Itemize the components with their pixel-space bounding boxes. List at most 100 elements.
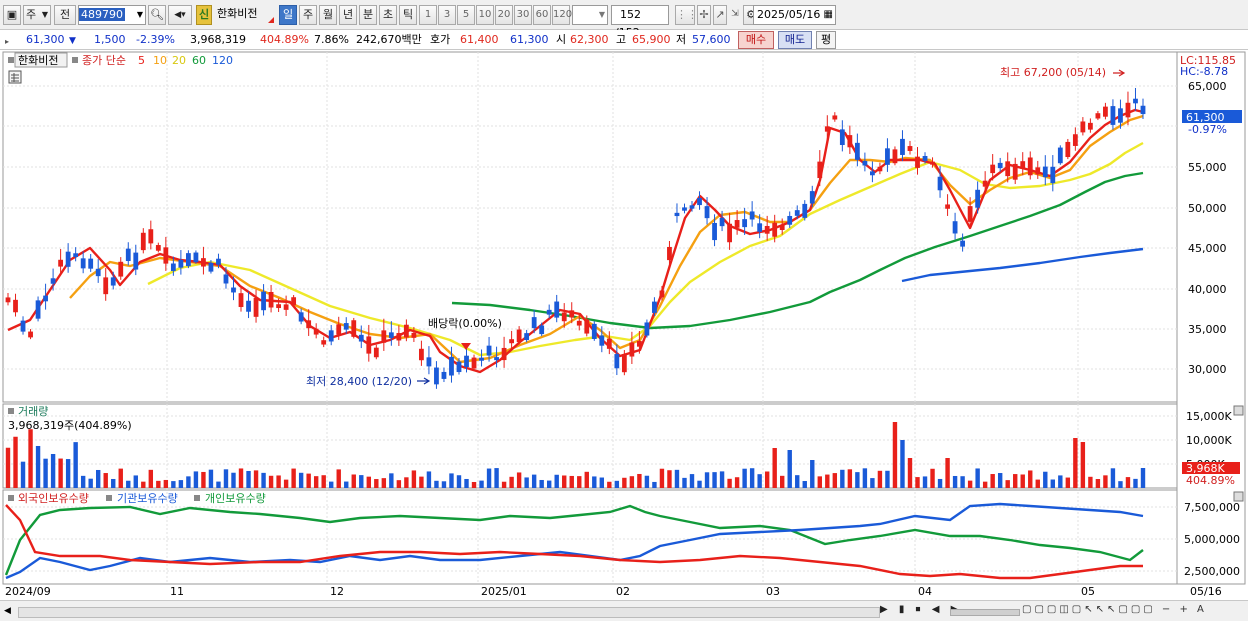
- quote-volume: 3,968,319: [190, 33, 246, 46]
- candle-body: [877, 166, 883, 172]
- panel-minimize-icon[interactable]: [1233, 491, 1244, 502]
- period-tick[interactable]: 틱: [399, 5, 417, 25]
- chevron-down-icon[interactable]: ▼: [598, 10, 605, 19]
- stock-code-value: 489790: [79, 8, 125, 21]
- interval-3[interactable]: 3: [438, 5, 456, 25]
- interval-5[interactable]: 5: [457, 5, 475, 25]
- scroll-left-icon[interactable]: ◀: [4, 606, 11, 616]
- zoom-slider[interactable]: [950, 609, 1020, 616]
- volume-bar: [1103, 475, 1108, 488]
- candle-body: [1042, 166, 1048, 178]
- market-select[interactable]: 주 ▼: [23, 5, 51, 25]
- chart-tool-icons[interactable]: ▢▢▢◫▢↖↖↖▢▢▢ − + A: [1022, 604, 1207, 615]
- candle-body: [1103, 106, 1108, 117]
- candle-body: [163, 247, 169, 264]
- interval-10[interactable]: 10: [476, 5, 494, 25]
- quote-amount: 242,670백만: [356, 33, 422, 46]
- candle-body: [945, 204, 950, 209]
- candle-body: [757, 223, 763, 232]
- candle-body: [291, 297, 297, 306]
- interval-60[interactable]: 60: [533, 5, 551, 25]
- chevron-down-icon[interactable]: ▼: [136, 10, 143, 19]
- draw-tool-icon-2[interactable]: ⇲: [731, 9, 739, 19]
- candle-body: [1012, 163, 1018, 180]
- candle-body: [253, 297, 259, 317]
- candle-body: [516, 329, 522, 343]
- volume-title: 거래량: [18, 405, 48, 418]
- volume-bar: [817, 476, 822, 488]
- volume-bar: [313, 476, 319, 488]
- period-day[interactable]: 일: [279, 5, 297, 25]
- volume-bar: [351, 474, 356, 488]
- volume-bar: [171, 481, 176, 488]
- volume-bar: [329, 481, 334, 488]
- volume-bar: [930, 468, 935, 488]
- period-minute[interactable]: 분: [359, 5, 377, 25]
- interval-30[interactable]: 30: [514, 5, 532, 25]
- playback-controls[interactable]: ▶ ▮ ⏹ ◀ ▶: [880, 604, 963, 615]
- interval-20[interactable]: 20: [495, 5, 513, 25]
- grid-icon[interactable]: ⋮⋮: [675, 5, 698, 25]
- candle-body: [704, 206, 710, 219]
- eval-button[interactable]: 평: [816, 31, 836, 49]
- candle-body: [1080, 121, 1086, 133]
- prev-button[interactable]: 전: [54, 5, 76, 25]
- speaker-icon[interactable]: ◀▾: [168, 5, 192, 25]
- volume-bar: [727, 478, 732, 488]
- chevron-down-icon: ▼: [41, 10, 48, 19]
- corner-flag-icon: [268, 17, 274, 23]
- period-year[interactable]: 년: [339, 5, 357, 25]
- legend-name-box[interactable]: [14, 52, 68, 68]
- candle-body: [907, 146, 913, 151]
- candle-body: [298, 312, 304, 322]
- interval-1[interactable]: 1: [419, 5, 437, 25]
- interval-120[interactable]: 120: [552, 5, 572, 25]
- chart-area[interactable]: 한화비전 종가 단순 5 10 20 60 120 최고 67,200 (05/…: [0, 51, 1248, 600]
- candle-body: [727, 223, 732, 243]
- stock-code-input[interactable]: 489790 ▼: [78, 5, 146, 25]
- panel-minimize-icon[interactable]: [1233, 405, 1244, 416]
- price-panel[interactable]: [2, 51, 1178, 403]
- volume-bar: [554, 474, 559, 488]
- volume-bar: [389, 473, 394, 488]
- volume-bar: [411, 470, 417, 488]
- volume-bar: [5, 447, 11, 488]
- scroll-track[interactable]: [18, 607, 880, 618]
- custom-interval-input[interactable]: ▼: [572, 5, 608, 25]
- draw-tool-icon[interactable]: ↗: [713, 5, 727, 25]
- search-icon[interactable]: 🔍︎: [148, 5, 166, 25]
- period-second[interactable]: 초: [379, 5, 397, 25]
- candle-body: [58, 259, 64, 267]
- buy-button[interactable]: 매수: [738, 31, 774, 49]
- candle-body: [839, 129, 845, 146]
- table-view-icon[interactable]: [8, 70, 22, 84]
- volume-bar: [35, 445, 41, 488]
- x-tick: 03: [766, 585, 780, 598]
- holding-legend-marker-icon: [8, 495, 14, 501]
- volume-bar: [644, 475, 650, 488]
- volume-bar: [952, 475, 958, 488]
- volume-bar: [464, 478, 469, 488]
- volume-bar: [216, 481, 221, 488]
- chart-settings-icon[interactable]: ▣: [3, 5, 21, 25]
- candle-body: [539, 325, 545, 335]
- volume-bar: [719, 471, 725, 488]
- volume-bar: [1013, 474, 1018, 488]
- holding-legend-institution: 기관보유수량: [117, 492, 178, 505]
- candle-body: [1133, 98, 1138, 104]
- calendar-icon[interactable]: ▦: [823, 9, 833, 20]
- candle-body: [734, 220, 740, 228]
- volume-bar: [261, 472, 266, 488]
- volume-bar: [922, 476, 928, 488]
- volume-bar: [95, 469, 101, 488]
- data-count-input[interactable]: 152/152: [611, 5, 669, 39]
- period-month[interactable]: 월: [319, 5, 337, 25]
- candle-body: [554, 301, 560, 318]
- date-input[interactable]: 2025/05/16 ▦: [753, 5, 836, 25]
- sell-button[interactable]: 매도: [778, 31, 812, 49]
- volume-bar: [780, 475, 785, 488]
- crosshair-icon[interactable]: ✢: [697, 5, 711, 25]
- period-week[interactable]: 주: [299, 5, 317, 25]
- candle-body: [50, 278, 56, 284]
- volume-panel[interactable]: [2, 403, 1178, 489]
